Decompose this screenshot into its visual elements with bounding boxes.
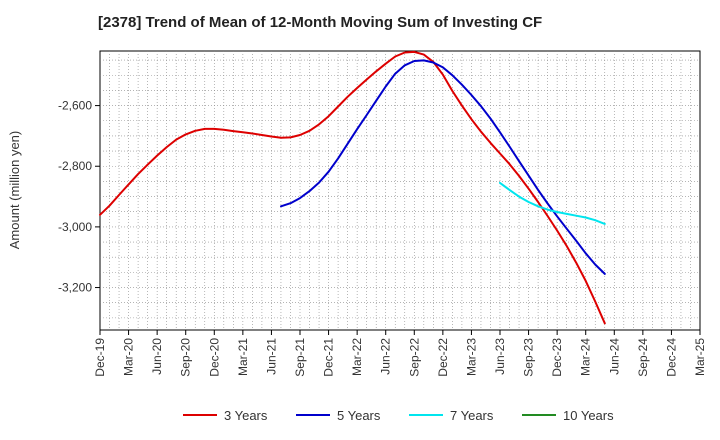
legend-label-7-years: 7 Years <box>450 408 494 423</box>
y-tick-label: -3,200 <box>58 281 92 295</box>
x-tick-label: Dec-19 <box>93 338 107 377</box>
x-tick-label: Dec-24 <box>664 338 678 377</box>
x-tick-label: Mar-20 <box>122 338 136 376</box>
x-tick-label: Mar-21 <box>236 338 250 376</box>
x-tick-label: Sep-23 <box>522 338 536 377</box>
x-axis-ticks: Dec-19 Mar-20 Jun-20 Sep-20 Dec-20 Mar-21 Jun-… <box>93 330 707 377</box>
x-tick-label: Dec-20 <box>207 338 221 377</box>
x-tick-label: Mar-23 <box>464 338 478 376</box>
plot-area <box>99 50 701 331</box>
series-line-5-years <box>280 59 606 275</box>
x-tick-label: Sep-24 <box>636 338 650 377</box>
legend-label-5-years: 5 Years <box>337 408 381 423</box>
y-axis-title: Amount (million yen) <box>7 131 22 250</box>
x-tick-label: Mar-24 <box>579 338 593 376</box>
x-tick-label: Jun-23 <box>493 338 507 375</box>
x-tick-label: Jun-20 <box>150 338 164 375</box>
x-tick-label: Mar-22 <box>350 338 364 376</box>
series-lines <box>99 50 606 325</box>
legend-label-3-years: 3 Years <box>224 408 268 423</box>
x-tick-label: Mar-25 <box>693 338 707 376</box>
legend-label-10-years: 10 Years <box>563 408 614 423</box>
x-tick-label: Jun-24 <box>607 338 621 375</box>
y-tick-label: -2,800 <box>58 159 92 173</box>
legend: 3 Years 5 Years 7 Years 10 Years <box>183 408 614 423</box>
chart-title: [2378] Trend of Mean of 12-Month Moving … <box>98 14 543 31</box>
y-tick-label: -3,000 <box>58 220 92 234</box>
series-line-7-years <box>499 181 606 225</box>
x-tick-label: Dec-21 <box>322 338 336 377</box>
x-tick-label: Jun-22 <box>379 338 393 375</box>
x-tick-label: Sep-20 <box>179 338 193 377</box>
y-axis-ticks: -2,600 -2,800 -3,000 -3,200 <box>58 99 100 295</box>
x-tick-label: Jun-21 <box>264 338 278 375</box>
x-tick-label: Sep-22 <box>407 338 421 377</box>
series-line-3-years <box>99 50 606 325</box>
x-tick-label: Dec-23 <box>550 338 564 377</box>
grid <box>100 51 700 330</box>
x-tick-label: Dec-22 <box>436 338 450 377</box>
x-tick-label: Sep-21 <box>293 338 307 377</box>
y-tick-label: -2,600 <box>58 99 92 113</box>
